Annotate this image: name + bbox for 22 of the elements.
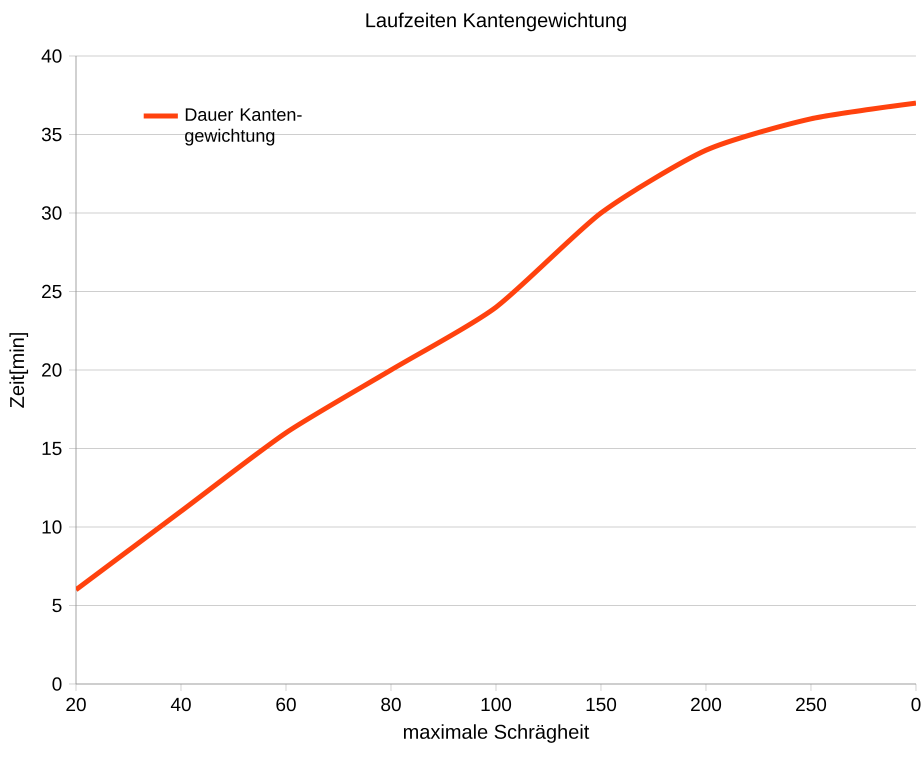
x-tick-label: 60 (276, 698, 296, 712)
y-tick-label: 35 (42, 128, 62, 142)
x-tick-label: 80 (381, 698, 401, 712)
x-tick-label: 40 (170, 698, 191, 712)
x-tick-label: 100 (482, 698, 512, 712)
x-tick-label: 20 (66, 698, 86, 712)
legend-label: Dauer Kanten-gewichtung (185, 108, 302, 146)
y-tick-label: 30 (42, 206, 62, 220)
y-tick-label: 5 (52, 598, 62, 612)
y-axis-title: Zeit[min] (9, 333, 28, 408)
x-axis-title: maximale Schrägheit (404, 724, 590, 743)
y-tick-label: 15 (42, 442, 62, 456)
y-tick-label: 0 (52, 677, 62, 691)
y-tick-label: 10 (42, 520, 62, 534)
x-tick-label: 200 (691, 698, 722, 712)
x-tick-label: 250 (796, 698, 826, 712)
y-tick-label: 25 (42, 284, 62, 298)
x-tick-label: 0 (911, 698, 921, 712)
y-tick-label: 40 (42, 49, 62, 63)
x-tick-label: 150 (586, 698, 616, 712)
y-tick-label: 20 (42, 363, 62, 377)
chart-title: Laufzeiten Kantengewichtung (366, 12, 626, 32)
